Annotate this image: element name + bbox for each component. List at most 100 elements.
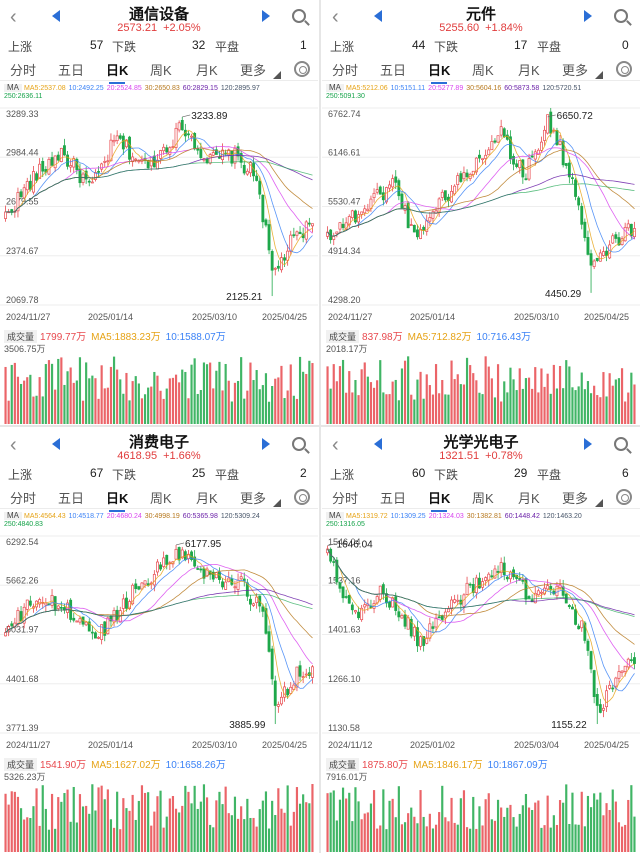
volume-bar — [218, 361, 221, 424]
volume-bar — [438, 393, 441, 424]
volume-selector[interactable]: 成交量 — [4, 758, 38, 771]
volume-bar — [379, 360, 382, 424]
tab-2[interactable]: 日K — [428, 60, 450, 84]
volume-bar — [165, 816, 168, 852]
fall-count: 32 — [192, 38, 206, 52]
ma-selector[interactable]: MA — [326, 512, 344, 520]
tab-5[interactable]: 更多 — [562, 491, 589, 506]
y-tick-label: 1130.58 — [328, 723, 360, 733]
volume-bar — [150, 825, 153, 852]
tab-4[interactable]: 月K — [518, 491, 540, 506]
tab-3[interactable]: 周K — [150, 63, 172, 78]
volume-bar — [258, 809, 261, 852]
volume-selector[interactable]: 成交量 — [4, 330, 38, 343]
candle-body — [84, 170, 88, 180]
candle-body — [109, 139, 113, 162]
volume-bar — [16, 796, 20, 852]
settings-icon[interactable] — [294, 489, 310, 505]
search-icon[interactable] — [292, 9, 306, 23]
prev-sector-icon[interactable] — [52, 10, 60, 22]
settings-icon[interactable] — [616, 489, 632, 505]
tab-0[interactable]: 分时 — [332, 491, 359, 506]
tab-1[interactable]: 五日 — [58, 63, 85, 78]
volume-bar — [131, 794, 134, 852]
volume-bar — [298, 356, 302, 424]
tab-2[interactable]: 日K — [106, 60, 128, 84]
settings-icon[interactable] — [294, 61, 310, 77]
next-sector-icon[interactable] — [584, 438, 592, 450]
tab-2[interactable]: 日K — [428, 488, 450, 512]
volume-bar — [490, 819, 493, 852]
volume-bar — [422, 816, 425, 852]
volume-bar — [546, 795, 549, 852]
tab-0[interactable]: 分时 — [10, 63, 37, 78]
volume-bar — [134, 819, 137, 852]
volume-bar — [391, 798, 394, 852]
candle-body — [549, 111, 553, 134]
volume-selector[interactable]: 成交量 — [326, 758, 360, 771]
search-icon[interactable] — [614, 9, 628, 23]
tab-3[interactable]: 周K — [472, 491, 494, 506]
volume-selector[interactable]: 成交量 — [326, 330, 360, 343]
search-icon[interactable] — [292, 437, 306, 451]
volume-bar — [394, 379, 397, 424]
breadth-stats: 上涨 67 下跌 25 平盘 2 — [0, 466, 318, 482]
rise-label: 上涨 — [330, 40, 355, 54]
candle-body — [115, 135, 119, 142]
back-icon[interactable]: ‹ — [10, 6, 17, 28]
volume-bar — [72, 786, 75, 852]
ma-selector[interactable]: MA — [4, 84, 22, 92]
back-icon[interactable]: ‹ — [10, 434, 17, 456]
prev-sector-icon[interactable] — [374, 438, 382, 450]
next-sector-icon[interactable] — [584, 10, 592, 22]
tab-4[interactable]: 月K — [196, 491, 218, 506]
candle-body — [227, 149, 231, 156]
volume-bar — [10, 791, 13, 852]
tab-3[interactable]: 周K — [472, 63, 494, 78]
tab-4[interactable]: 月K — [196, 63, 218, 78]
volume-bar — [555, 824, 559, 852]
back-icon[interactable]: ‹ — [332, 6, 339, 28]
x-tick-label: 2025/01/14 — [88, 740, 133, 750]
tab-1[interactable]: 五日 — [58, 491, 85, 506]
high-pointer — [327, 543, 336, 546]
volume-bar — [624, 824, 627, 852]
volume-bar — [116, 369, 119, 424]
volume-ma5: MA5:712.82万 — [407, 332, 472, 343]
volume-bar — [54, 828, 57, 852]
next-sector-icon[interactable] — [262, 438, 270, 450]
tab-2[interactable]: 日K — [106, 488, 128, 512]
volume-bar — [94, 810, 97, 852]
tab-5[interactable]: 更多 — [240, 63, 267, 78]
prev-sector-icon[interactable] — [52, 438, 60, 450]
candle-body — [509, 571, 512, 580]
next-sector-icon[interactable] — [262, 10, 270, 22]
candle-body — [493, 568, 497, 579]
volume-bar — [153, 371, 156, 424]
volume-bar — [391, 381, 394, 424]
candle-body — [617, 671, 621, 679]
tab-0[interactable]: 分时 — [332, 63, 359, 78]
tab-5[interactable]: 更多 — [240, 491, 267, 506]
ma-line-5 — [327, 548, 635, 704]
search-icon[interactable] — [614, 437, 628, 451]
tab-4[interactable]: 月K — [518, 63, 540, 78]
candle-body — [456, 599, 460, 602]
tab-5[interactable]: 更多 — [562, 63, 589, 78]
volume-bar — [500, 401, 503, 424]
volume-bar — [60, 801, 63, 852]
candle-body — [521, 579, 525, 582]
tab-1[interactable]: 五日 — [380, 63, 407, 78]
ma-selector[interactable]: MA — [4, 512, 22, 520]
tab-1[interactable]: 五日 — [380, 491, 407, 506]
candle-body — [289, 234, 293, 252]
ma-selector[interactable]: MA — [326, 84, 344, 92]
volume-bar — [32, 396, 35, 424]
tab-3[interactable]: 周K — [150, 491, 172, 506]
back-icon[interactable]: ‹ — [332, 434, 339, 456]
settings-icon[interactable] — [616, 61, 632, 77]
tab-0[interactable]: 分时 — [10, 491, 37, 506]
volume-bar — [403, 360, 407, 424]
volume-bar — [450, 360, 453, 424]
prev-sector-icon[interactable] — [374, 10, 382, 22]
